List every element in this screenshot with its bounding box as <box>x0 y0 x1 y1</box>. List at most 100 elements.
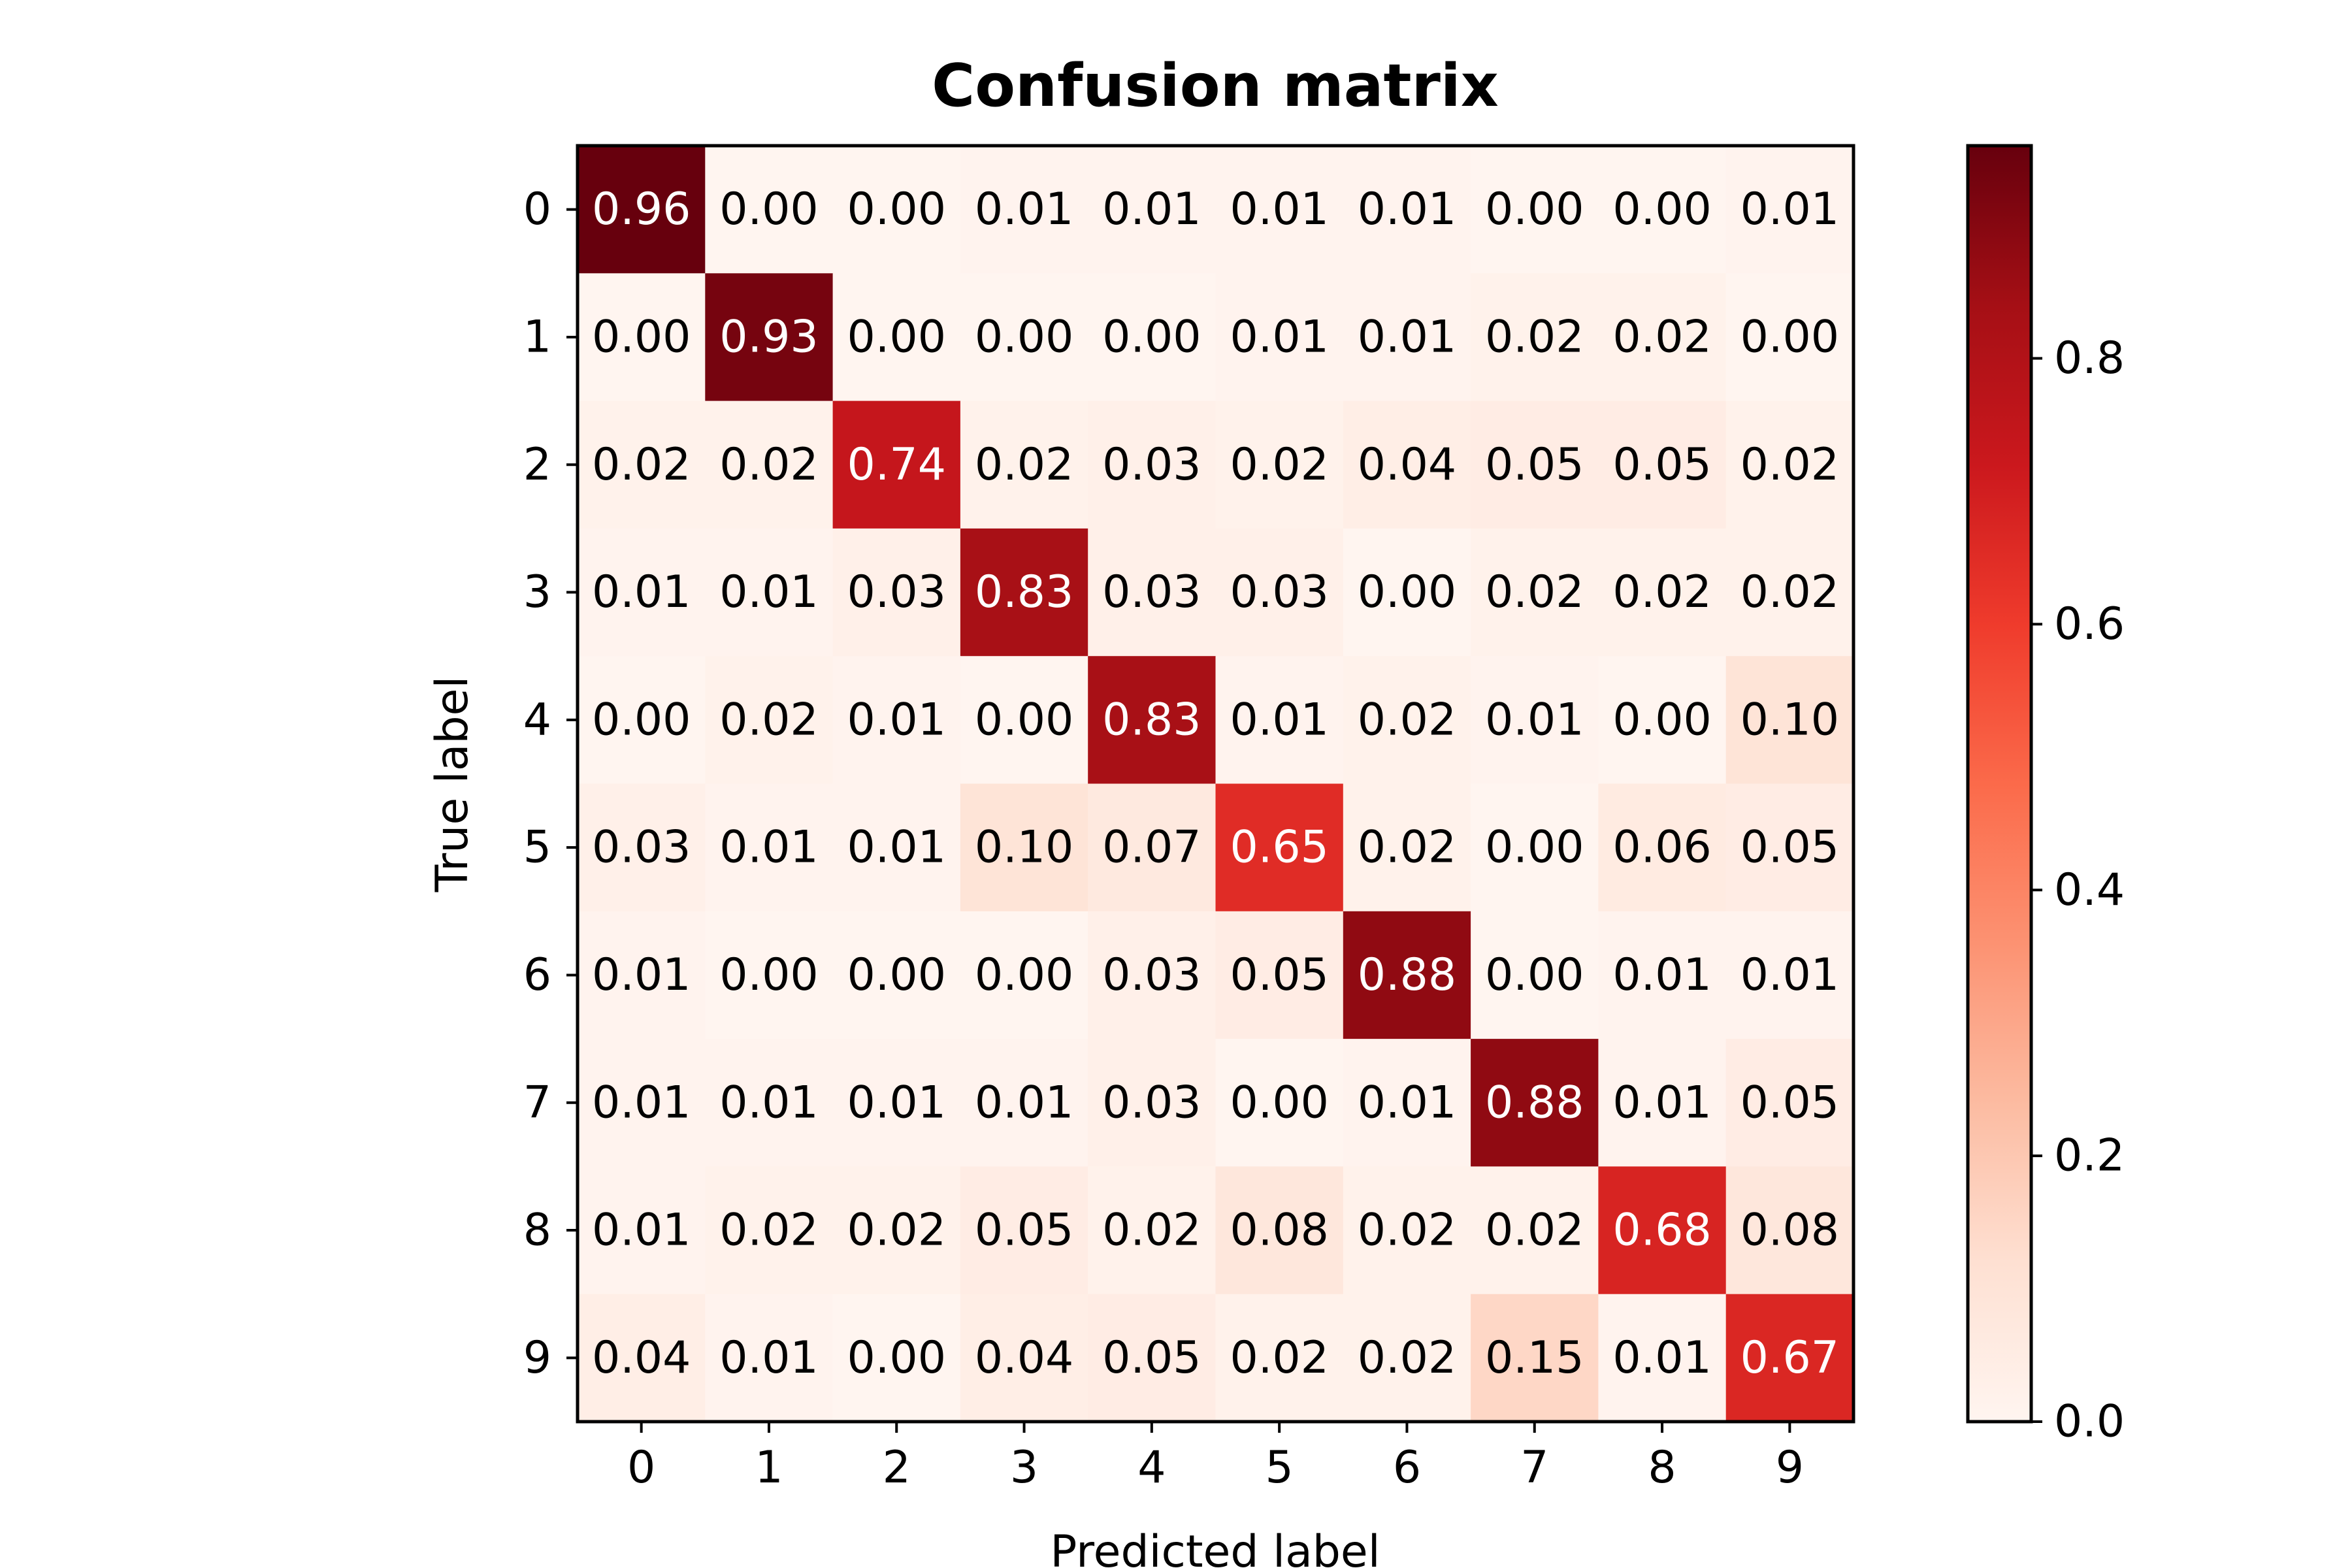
heatmap-cell <box>578 273 706 402</box>
heatmap-cell <box>1471 1166 1599 1295</box>
heatmap-cell <box>578 1039 706 1167</box>
heatmap-cell <box>832 1039 961 1167</box>
cell-value-label: 0.02 <box>719 439 818 491</box>
heatmap-cell <box>1088 783 1216 912</box>
cell-value-label: 0.02 <box>1358 1332 1456 1384</box>
heatmap-cell <box>1598 1039 1727 1167</box>
heatmap-cell <box>1088 911 1216 1039</box>
heatmap-cell <box>1471 273 1599 402</box>
y-tick-label: 0 <box>523 184 551 235</box>
heatmap-cell <box>960 400 1088 529</box>
cell-value-label: 0.01 <box>592 566 691 618</box>
cell-value-label: 0.04 <box>592 1332 691 1384</box>
heatmap-cell <box>960 273 1088 402</box>
heatmap-cell <box>705 656 834 784</box>
y-tick-label: 6 <box>523 949 551 1001</box>
heatmap-cell <box>578 656 706 784</box>
cell-value-label: 0.01 <box>1612 1332 1711 1384</box>
heatmap-cell <box>1471 1294 1599 1422</box>
heatmap-cell <box>1725 400 1854 529</box>
heatmap-cell <box>705 783 834 912</box>
heatmap-cell <box>1088 1166 1216 1295</box>
heatmap-cell <box>960 1039 1088 1167</box>
heatmap-cell <box>705 400 834 529</box>
heatmap-cell <box>1215 1294 1344 1422</box>
x-axis-ticks: 0 1 2 3 4 5 6 7 8 9 <box>627 1422 1804 1494</box>
heatmap-cell <box>1598 273 1727 402</box>
heatmap-cell <box>960 146 1088 274</box>
heatmap-cell <box>960 783 1088 912</box>
y-tick-label: 3 <box>523 566 551 618</box>
cell-value-label: 0.00 <box>975 949 1073 1001</box>
heatmap-cell <box>1215 1039 1344 1167</box>
cell-value-label: 0.01 <box>847 1077 946 1128</box>
heatmap-cell <box>1471 783 1599 912</box>
cell-value-label: 0.01 <box>1612 1077 1711 1128</box>
cell-value-label: 0.01 <box>592 1077 691 1128</box>
heatmap-cell <box>1598 528 1727 657</box>
heatmap-cell <box>578 146 706 274</box>
y-tick-label: 7 <box>523 1077 551 1128</box>
cell-value-label: 0.88 <box>1485 1077 1584 1128</box>
cell-value-label: 0.05 <box>1740 1077 1839 1128</box>
cell-value-label: 0.02 <box>592 439 691 491</box>
heatmap-cell <box>1088 656 1216 784</box>
cell-value-label: 0.88 <box>1358 949 1456 1001</box>
cell-value-label: 0.04 <box>1358 439 1456 491</box>
heatmap-cell <box>832 656 961 784</box>
cell-value-label: 0.01 <box>1485 694 1584 745</box>
cell-value-label: 0.01 <box>1358 184 1456 235</box>
cell-value-label: 0.02 <box>1358 1205 1456 1256</box>
cell-value-label: 0.01 <box>1230 311 1328 363</box>
heatmap-cell <box>578 1166 706 1295</box>
cell-value-label: 0.00 <box>719 184 818 235</box>
x-tick-label: 8 <box>1648 1442 1676 1494</box>
heatmap-cell <box>578 911 706 1039</box>
cell-value-label: 0.05 <box>1230 949 1328 1001</box>
heatmap-cell <box>1343 273 1471 402</box>
cell-value-label: 0.83 <box>975 566 1073 618</box>
heatmap-cell <box>1088 1294 1216 1422</box>
cell-value-label: 0.15 <box>1485 1332 1584 1384</box>
x-tick-label: 7 <box>1520 1442 1548 1494</box>
cell-value-label: 0.01 <box>847 822 946 874</box>
heatmap-cell <box>832 1294 961 1422</box>
heatmap-cell <box>578 783 706 912</box>
cell-value-label: 0.02 <box>1358 694 1456 745</box>
cell-value-label: 0.06 <box>1612 822 1711 874</box>
heatmap-cell <box>1725 1294 1854 1422</box>
cell-value-label: 0.05 <box>1485 439 1584 491</box>
cell-value-label: 0.01 <box>719 1077 818 1128</box>
heatmap-cell <box>1598 656 1727 784</box>
colorbar <box>1966 144 2033 1424</box>
cell-value-label: 0.01 <box>1358 311 1456 363</box>
cell-value-label: 0.03 <box>1102 1077 1201 1128</box>
y-tick-label: 4 <box>523 694 551 745</box>
cell-value-label: 0.08 <box>1230 1205 1328 1256</box>
heatmap-cell <box>1471 911 1599 1039</box>
colorbar-ticks: 0.0 0.2 0.4 0.6 0.8 <box>2031 333 2125 1448</box>
heatmap-cell <box>1215 400 1344 529</box>
heatmap-cell <box>1598 1294 1727 1422</box>
cell-value-label: 0.02 <box>1230 439 1328 491</box>
heatmap-cell <box>1725 656 1854 784</box>
cell-value-label: 0.67 <box>1740 1332 1839 1384</box>
cell-value-label: 0.01 <box>975 1077 1073 1128</box>
heatmap-cell <box>1598 1166 1727 1295</box>
plot-frame <box>576 144 1855 1424</box>
heatmap-cell <box>1725 528 1854 657</box>
heatmap-cell <box>1598 783 1727 912</box>
heatmap-cell <box>832 273 961 402</box>
cell-value-label: 0.02 <box>1230 1332 1328 1384</box>
cell-value-label: 0.03 <box>592 822 691 874</box>
heatmap-cell <box>1215 911 1344 1039</box>
heatmap-cell <box>960 528 1088 657</box>
heatmap-cell <box>1471 528 1599 657</box>
cell-value-label: 0.02 <box>1485 311 1584 363</box>
cell-value-label: 0.68 <box>1612 1205 1711 1256</box>
heatmap-cell <box>960 1166 1088 1295</box>
cell-value-label: 0.00 <box>847 1332 946 1384</box>
cell-value-label: 0.08 <box>1740 1205 1839 1256</box>
cell-value-label: 0.01 <box>719 1332 818 1384</box>
cell-value-label: 0.03 <box>1102 439 1201 491</box>
